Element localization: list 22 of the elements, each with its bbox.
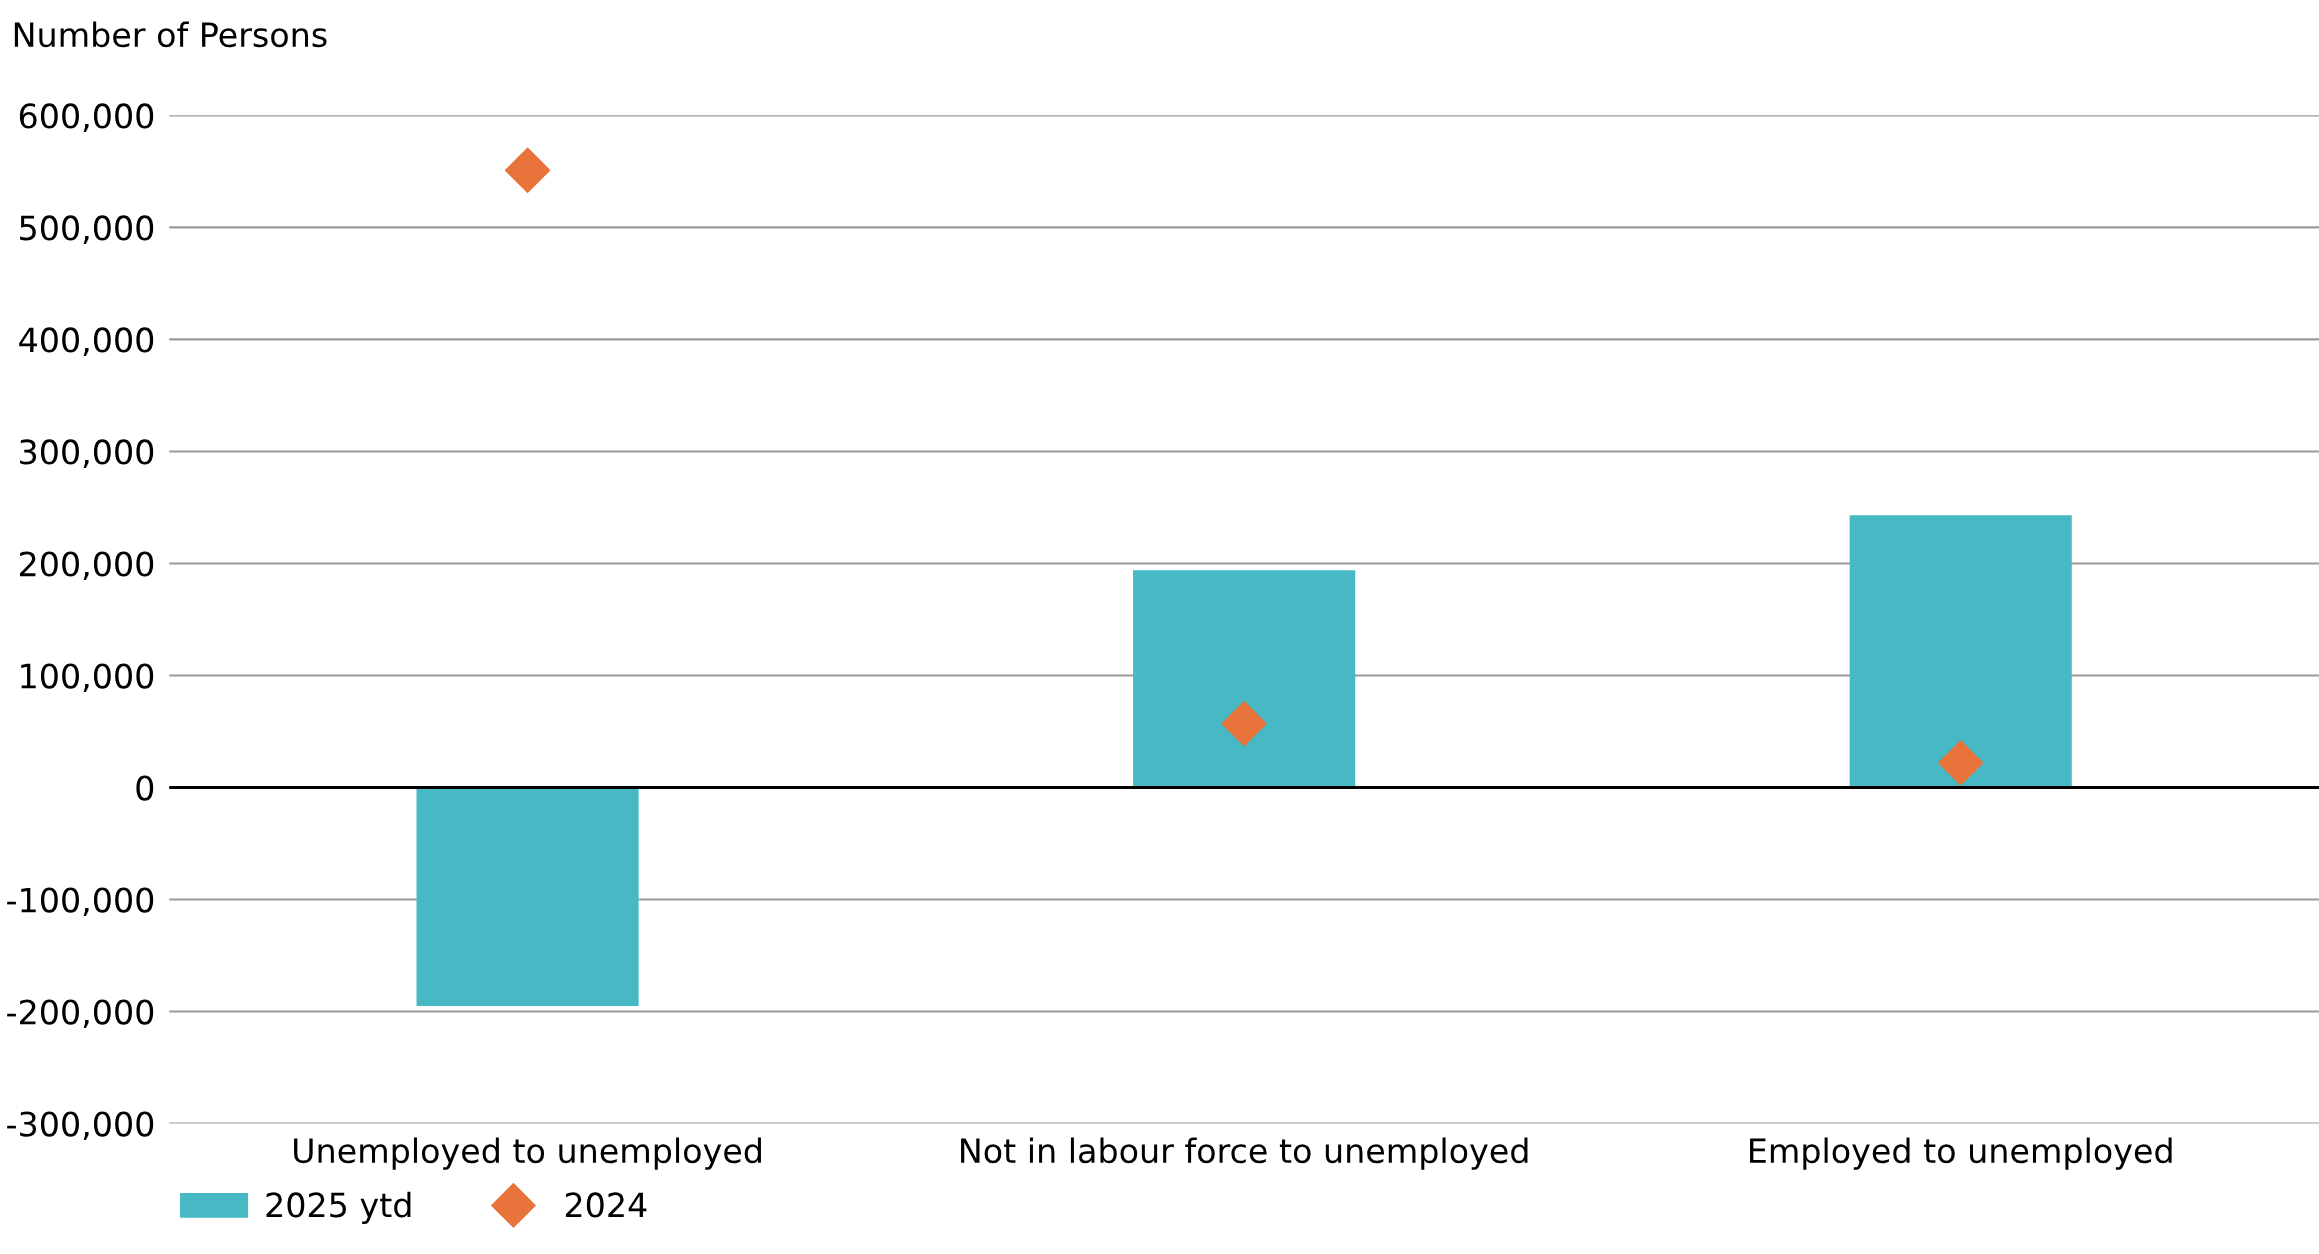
point bbox=[1221, 701, 1267, 747]
x-tick-label: Employed to unemployed bbox=[1750, 1137, 2172, 1170]
y-axis-title: Number of Persons bbox=[14, 21, 327, 48]
y-tick-label: -300,000 bbox=[7, 1111, 154, 1141]
y-tick-label: 200,000 bbox=[20, 551, 154, 580]
y-tick-label: 0 bbox=[136, 775, 154, 801]
legend-label: 2025 ytd bbox=[266, 1191, 411, 1224]
y-tick-label: 500,000 bbox=[20, 215, 154, 244]
bar bbox=[1849, 515, 2072, 788]
bar bbox=[416, 787, 639, 1006]
y-tick-label: 600,000 bbox=[19, 103, 154, 132]
y-tick-label: -100,000 bbox=[7, 887, 154, 917]
point bbox=[504, 147, 551, 193]
legend-label: 2024 bbox=[565, 1192, 647, 1218]
y-tick-label: 100,000 bbox=[21, 663, 154, 693]
x-tick-label: Not in labour force to unemployed bbox=[961, 1137, 1528, 1170]
point bbox=[1938, 740, 1984, 786]
x-tick-label: Unemployed to unemployed bbox=[294, 1137, 761, 1170]
y-tick-label: -200,000 bbox=[7, 999, 154, 1029]
y-tick-label: 300,000 bbox=[20, 439, 154, 468]
y-tick-label: 400,000 bbox=[19, 327, 154, 356]
bar bbox=[1133, 570, 1356, 788]
